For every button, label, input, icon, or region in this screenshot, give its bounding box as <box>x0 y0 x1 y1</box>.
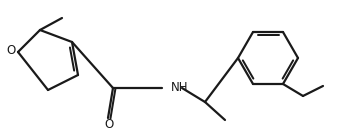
Text: O: O <box>7 44 16 57</box>
Text: NH: NH <box>171 80 189 94</box>
Text: O: O <box>104 118 114 131</box>
